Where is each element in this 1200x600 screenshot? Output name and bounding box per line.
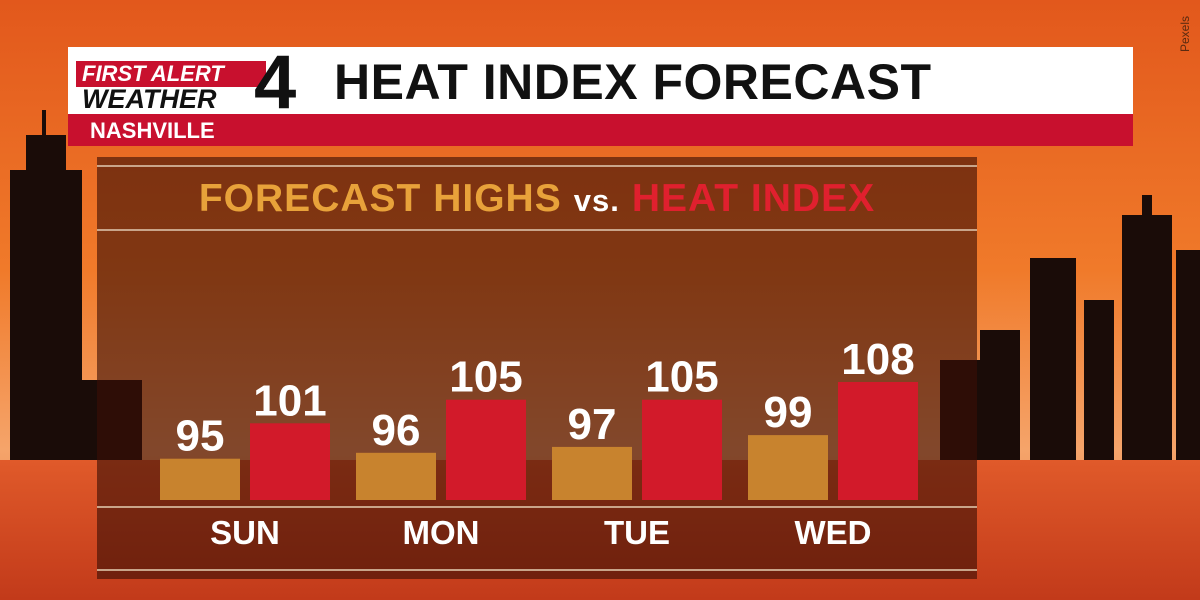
value-label-heat-index-wed: 108: [841, 335, 914, 384]
bar-forecast-high-tue: [552, 446, 632, 500]
legend-forecast-highs: FORECAST HIGHS: [198, 177, 562, 220]
logo-weather: WEATHER: [82, 84, 217, 114]
bar-heat-index-wed: [838, 382, 918, 500]
legend-vs: vs.: [573, 183, 620, 218]
category-label-mon: MON: [403, 514, 480, 551]
logo-red-bar: [76, 61, 266, 87]
legend-heat-index: HEAT INDEX: [631, 177, 876, 220]
value-label-heat-index-mon: 105: [449, 353, 522, 402]
value-label-heat-index-tue: 105: [645, 353, 718, 402]
page-title: HEAT INDEX FORECAST: [334, 54, 932, 110]
chart-panel: FORECAST HIGHS vs. HEAT INDEX 95 101 SUN 96 10…: [97, 157, 977, 579]
category-label-sun: SUN: [210, 514, 280, 551]
divider-baseline: [97, 506, 977, 508]
photo-credit: Pexels: [1178, 15, 1192, 52]
chart-legend-title: FORECAST HIGHS vs. HEAT INDEX: [97, 177, 977, 221]
divider-top: [97, 165, 977, 167]
location-bar: NASHVILLE: [68, 114, 1133, 146]
bar-heat-index-mon: [446, 399, 526, 500]
bar-forecast-high-sun: [160, 458, 240, 500]
bar-heat-index-tue: [642, 399, 722, 500]
bar-forecast-high-mon: [356, 452, 436, 500]
location-label: NASHVILLE: [90, 118, 215, 143]
divider-bottom: [97, 569, 977, 571]
bar-heat-index-sun: [250, 423, 330, 500]
divider-under-title: [97, 229, 977, 231]
logo-first-alert: FIRST ALERT: [82, 61, 224, 86]
value-label-forecast-high-mon: 96: [372, 406, 421, 455]
header-banner: FIRST ALERT WEATHER 4 HEAT INDEX FORECAS…: [68, 40, 1133, 125]
station-logo: FIRST ALERT WEATHER 4: [68, 40, 318, 125]
bar-forecast-high-wed: [748, 435, 828, 500]
category-label-wed: WED: [795, 514, 872, 551]
value-label-heat-index-sun: 101: [253, 376, 326, 425]
value-label-forecast-high-tue: 97: [568, 400, 617, 449]
logo-number: 4: [254, 40, 297, 125]
category-label-tue: TUE: [604, 514, 670, 551]
value-label-forecast-high-sun: 95: [176, 412, 225, 461]
value-label-forecast-high-wed: 99: [764, 388, 813, 437]
bar-chart: 95 101 SUN 96 105 MON 97 105 TUE 99 108 WED: [160, 335, 918, 551]
